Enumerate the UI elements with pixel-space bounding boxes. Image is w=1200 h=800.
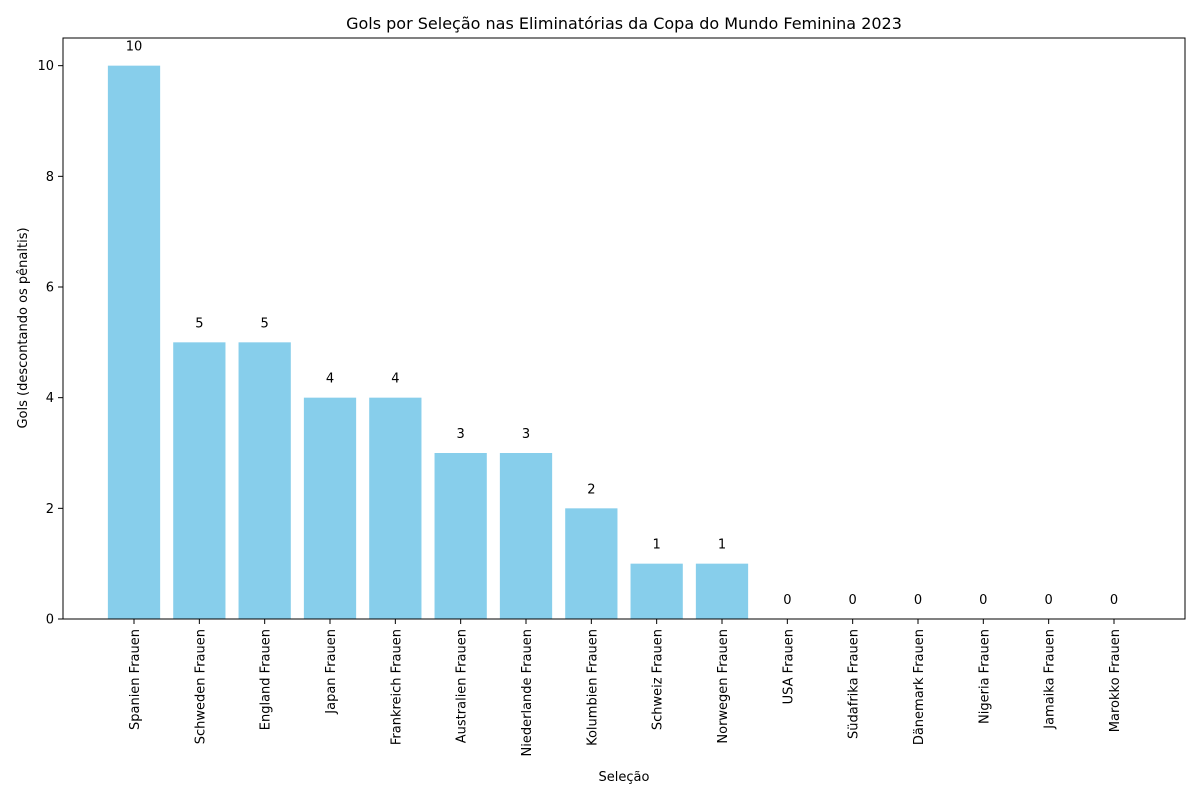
bar-value-label: 3: [522, 427, 530, 442]
x-tick-label: Südafrika Frauen: [847, 629, 862, 739]
y-tick-label: 8: [46, 170, 54, 185]
bar: [499, 453, 553, 619]
x-tick-label: USA Frauen: [781, 629, 796, 704]
bar-value-label: 4: [391, 372, 399, 387]
bar: [565, 508, 618, 619]
x-tick-label: Spanien Frauen: [128, 629, 143, 730]
y-tick-label: 0: [46, 613, 54, 628]
bar-value-label: 2: [587, 482, 595, 497]
x-tick-label: Jamaika Frauen: [1043, 629, 1058, 730]
bar-value-label: 5: [195, 316, 203, 331]
x-tick-label: Schweden Frauen: [193, 629, 208, 744]
bar-value-label: 1: [718, 538, 726, 553]
bar: [303, 397, 357, 619]
x-axis-label: Seleção: [599, 770, 650, 785]
y-axis-ticks: 0 2 4 6 8 10: [37, 59, 63, 628]
bar: [173, 342, 226, 619]
bar-value-label: 1: [653, 538, 661, 553]
bar-value-label: 3: [457, 427, 465, 442]
bar: [369, 397, 422, 619]
bar: [107, 65, 161, 619]
bar-value-label: 10: [126, 40, 143, 55]
x-tick-label: Norwegen Frauen: [716, 629, 731, 744]
x-tick-label: Japan Frauen: [324, 629, 339, 715]
x-tick-label: Marokko Frauen: [1108, 629, 1123, 732]
bar-value-label: 0: [979, 593, 987, 608]
bar: [695, 563, 749, 619]
x-tick-label: Dänemark Frauen: [912, 629, 927, 745]
bar: [238, 342, 291, 619]
x-tick-label: Australien Frauen: [455, 629, 470, 743]
x-tick-label: Niederlande Frauen: [520, 629, 535, 756]
bar-value-label: 0: [1110, 593, 1118, 608]
bars-group: [107, 65, 749, 619]
x-tick-label: Schweiz Frauen: [651, 629, 666, 730]
plot-area-frame: [62, 37, 1186, 620]
bar-value-label: 5: [261, 316, 269, 331]
chart-title: Gols por Seleção nas Eliminatórias da Co…: [346, 14, 902, 33]
y-tick-label: 4: [46, 391, 54, 406]
bar-value-label: 0: [849, 593, 857, 608]
y-tick-label: 6: [46, 281, 54, 296]
x-tick-label: Kolumbien Frauen: [585, 629, 600, 746]
x-axis-ticks: Spanien Frauen Schweden Frauen England Fra…: [128, 619, 1123, 756]
bar-value-label: 0: [914, 593, 922, 608]
x-tick-label: Frankreich Frauen: [389, 629, 404, 745]
y-tick-label: 10: [37, 59, 54, 74]
bar: [434, 453, 487, 619]
y-axis-label: Gols (descontando os pênaltis): [16, 227, 31, 428]
x-tick-label: Nigeria Frauen: [977, 629, 992, 724]
value-labels-group: 105 54 43 321 10 0 0 0 0 0: [126, 40, 1118, 608]
bar-value-label: 0: [783, 593, 791, 608]
bar: [630, 563, 683, 619]
bar-value-label: 0: [1045, 593, 1053, 608]
x-tick-label: England Frauen: [259, 629, 274, 730]
y-tick-label: 2: [46, 502, 54, 517]
bar-value-label: 4: [326, 372, 334, 387]
